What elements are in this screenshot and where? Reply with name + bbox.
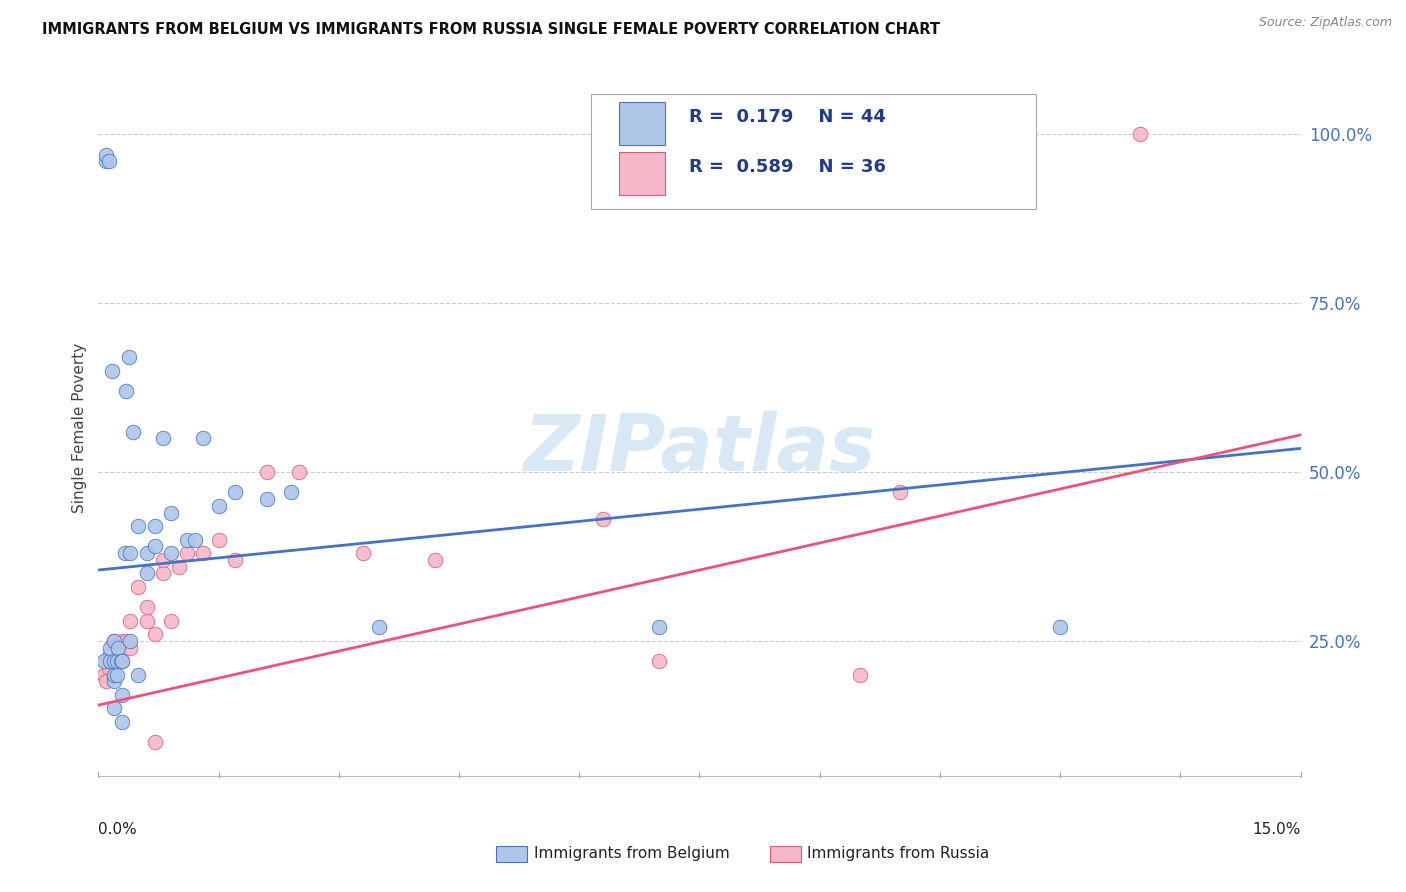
Point: [183, 533, 205, 547]
Point: [135, 546, 157, 560]
Point: [256, 465, 278, 479]
Text: 0.0%: 0.0%: [98, 822, 138, 837]
Point: [159, 546, 181, 560]
Point: [114, 546, 136, 560]
Point: [176, 546, 198, 560]
FancyBboxPatch shape: [592, 95, 1036, 209]
Y-axis label: Single Female Poverty: Single Female Poverty: [72, 343, 87, 513]
Text: IMMIGRANTS FROM BELGIUM VS IMMIGRANTS FROM RUSSIA SINGLE FEMALE POVERTY CORRELAT: IMMIGRANTS FROM BELGIUM VS IMMIGRANTS FR…: [42, 22, 941, 37]
Point: [1129, 128, 1152, 142]
Point: [103, 674, 125, 689]
Point: [111, 714, 134, 729]
Point: [120, 640, 142, 655]
Point: [288, 465, 311, 479]
Point: [96, 147, 118, 161]
Point: [368, 620, 391, 634]
Point: [224, 485, 246, 500]
Point: [152, 431, 174, 445]
Point: [135, 566, 157, 581]
Point: [118, 350, 141, 364]
Point: [191, 431, 214, 445]
Point: [97, 154, 120, 169]
Point: [122, 425, 145, 439]
Point: [105, 640, 128, 655]
Point: [143, 519, 166, 533]
Point: [96, 674, 118, 689]
Text: Source: ZipAtlas.com: Source: ZipAtlas.com: [1258, 16, 1392, 29]
Point: [107, 640, 129, 655]
Point: [96, 154, 118, 169]
Point: [135, 614, 157, 628]
Point: [96, 654, 118, 668]
FancyBboxPatch shape: [619, 152, 665, 195]
Point: [135, 600, 157, 615]
Point: [352, 546, 374, 560]
Point: [152, 566, 174, 581]
Point: [111, 634, 134, 648]
Point: [100, 648, 122, 662]
Point: [849, 667, 872, 681]
Point: [103, 654, 125, 668]
Point: [176, 533, 198, 547]
Point: [101, 364, 124, 378]
Point: [103, 654, 125, 668]
Point: [423, 553, 446, 567]
Point: [100, 654, 122, 668]
Point: [648, 620, 671, 634]
Point: [93, 654, 115, 668]
Point: [97, 661, 120, 675]
Text: R =  0.589    N = 36: R = 0.589 N = 36: [689, 159, 886, 177]
Point: [111, 654, 134, 668]
Point: [128, 519, 150, 533]
Point: [152, 553, 174, 567]
Point: [105, 667, 128, 681]
Point: [128, 667, 150, 681]
Point: [120, 546, 142, 560]
Point: [120, 634, 142, 648]
Point: [889, 485, 911, 500]
Point: [110, 654, 132, 668]
Point: [159, 614, 181, 628]
Point: [115, 384, 138, 398]
Point: [111, 654, 134, 668]
Point: [208, 499, 231, 513]
Text: Immigrants from Russia: Immigrants from Russia: [807, 847, 990, 861]
Point: [143, 735, 166, 749]
Point: [208, 533, 231, 547]
Text: Immigrants from Belgium: Immigrants from Belgium: [534, 847, 730, 861]
Point: [103, 667, 125, 681]
Point: [143, 627, 166, 641]
Point: [103, 634, 125, 648]
Point: [93, 667, 115, 681]
Point: [128, 580, 150, 594]
Point: [143, 540, 166, 554]
Point: [167, 559, 190, 574]
Point: [120, 614, 142, 628]
FancyBboxPatch shape: [619, 102, 665, 145]
Point: [224, 553, 246, 567]
Point: [103, 634, 125, 648]
Point: [159, 506, 181, 520]
Text: ZIPatlas: ZIPatlas: [523, 411, 876, 487]
Point: [256, 492, 278, 507]
Point: [592, 512, 614, 526]
Point: [105, 654, 128, 668]
Point: [100, 640, 122, 655]
Text: R =  0.179    N = 44: R = 0.179 N = 44: [689, 108, 886, 127]
Point: [103, 701, 125, 715]
Point: [191, 546, 214, 560]
Point: [111, 688, 134, 702]
Point: [648, 654, 671, 668]
Point: [1049, 620, 1071, 634]
Point: [103, 667, 125, 681]
Text: 15.0%: 15.0%: [1253, 822, 1301, 837]
Point: [280, 485, 302, 500]
Point: [115, 634, 138, 648]
